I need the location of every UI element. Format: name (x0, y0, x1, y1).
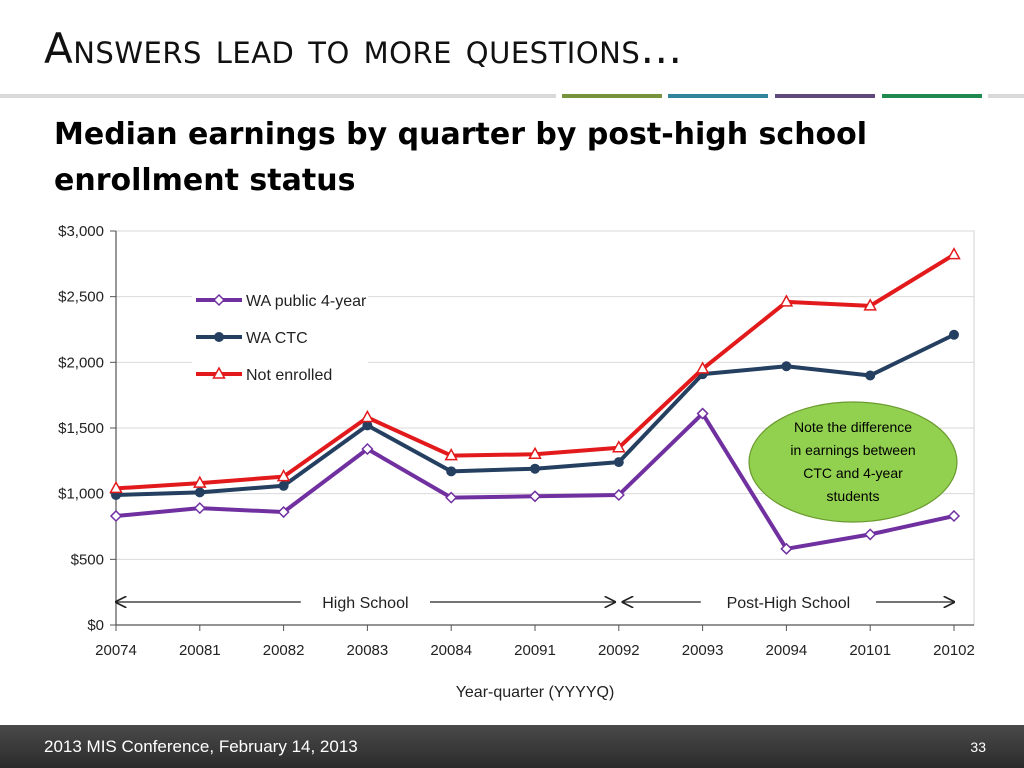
data-point-not-enrolled (695, 361, 710, 374)
x-tick-label: 20081 (179, 642, 221, 659)
x-tick-label: 20093 (682, 642, 724, 659)
data-point-wa-public-4-year (109, 509, 123, 523)
data-point-not-enrolled (947, 247, 961, 260)
data-point-wa-public-4-year (193, 502, 206, 515)
chart-subtitle: Median earnings by quarter by post-high … (54, 117, 868, 198)
note-text-line: in earnings between (790, 442, 915, 458)
x-tick-label: 20101 (849, 642, 891, 659)
note-text-line: Note the difference (794, 419, 912, 435)
page-number: 33 (970, 739, 986, 755)
x-tick-label: 20082 (263, 642, 305, 659)
x-tick-label: 20083 (347, 642, 389, 659)
legend-marker (212, 293, 226, 307)
data-point-not-enrolled (193, 475, 207, 488)
data-point-wa-public-4-year (864, 528, 877, 541)
phase-label: High School (322, 595, 408, 612)
data-point-not-enrolled (612, 440, 626, 453)
data-point-wa-public-4-year (277, 505, 290, 519)
x-tick-label: 20091 (514, 642, 556, 659)
data-point-wa-public-4-year (361, 442, 374, 456)
data-point-wa-public-4-year (612, 488, 625, 502)
y-tick-label: $2,000 (58, 354, 104, 371)
data-point-wa-ctc (530, 463, 540, 474)
note-bubble (748, 401, 958, 523)
y-tick-label: $500 (71, 551, 104, 568)
y-tick-label: $3,000 (58, 223, 104, 240)
y-tick-label: $2,500 (58, 289, 104, 306)
data-point-wa-public-4-year (528, 490, 542, 503)
data-point-wa-ctc (194, 487, 205, 498)
x-tick-label: 20074 (95, 642, 137, 659)
accent-bar-segment (562, 94, 662, 98)
slide-title: Answers lead to more questions… (44, 24, 683, 73)
x-tick-label: 20084 (430, 642, 472, 659)
y-tick-label: $1,500 (58, 420, 104, 437)
y-tick-label: $0 (87, 617, 104, 634)
accent-bar-segment (775, 94, 875, 98)
data-point-wa-ctc (613, 457, 624, 468)
legend-label: Not enrolled (246, 367, 332, 384)
data-point-wa-ctc (865, 370, 876, 381)
accent-bar-segment (0, 94, 556, 98)
data-point-not-enrolled (444, 448, 458, 461)
data-point-wa-ctc (781, 361, 792, 372)
data-point-not-enrolled (360, 409, 375, 423)
data-point-wa-public-4-year (696, 407, 709, 420)
earnings-line-chart: $0 $500 $1,000 $1,500 $2,000 $2,500 $3,000 2007… (58, 223, 975, 701)
data-point-not-enrolled (863, 298, 877, 311)
legend-label: WA CTC (246, 330, 308, 347)
x-tick-label: 20092 (598, 642, 640, 659)
footer-text: 2013 MIS Conference, February 14, 2013 (44, 737, 358, 756)
data-point-wa-ctc (949, 329, 959, 340)
accent-bar-segment (988, 94, 1024, 98)
legend-marker (214, 332, 224, 342)
x-tick-label: 20094 (766, 642, 808, 659)
y-tick-label: $1,000 (58, 486, 104, 503)
data-point-wa-public-4-year (780, 542, 793, 555)
data-point-not-enrolled (276, 469, 291, 482)
data-point-not-enrolled (109, 480, 123, 494)
x-tick-label: 20102 (933, 642, 975, 659)
footer-bar: 2013 MIS Conference, February 14, 2013 3… (0, 725, 1024, 768)
note-text-line: CTC and 4-year (803, 465, 903, 481)
data-point-wa-public-4-year (947, 509, 961, 523)
note-text-line: students (827, 488, 880, 504)
data-point-wa-ctc (278, 480, 289, 491)
data-point-wa-ctc (446, 466, 457, 477)
legend-marker (212, 366, 226, 379)
data-point-wa-ctc (362, 420, 373, 431)
data-point-wa-public-4-year (445, 491, 458, 504)
x-axis-title: Year-quarter (YYYYQ) (456, 684, 615, 701)
data-point-not-enrolled (779, 294, 794, 307)
accent-bar-segment (882, 94, 982, 98)
phase-label: Post-High School (727, 595, 851, 612)
legend-label: WA public 4-year (246, 293, 367, 310)
data-point-not-enrolled (528, 446, 542, 460)
accent-bar-segment (668, 94, 768, 98)
